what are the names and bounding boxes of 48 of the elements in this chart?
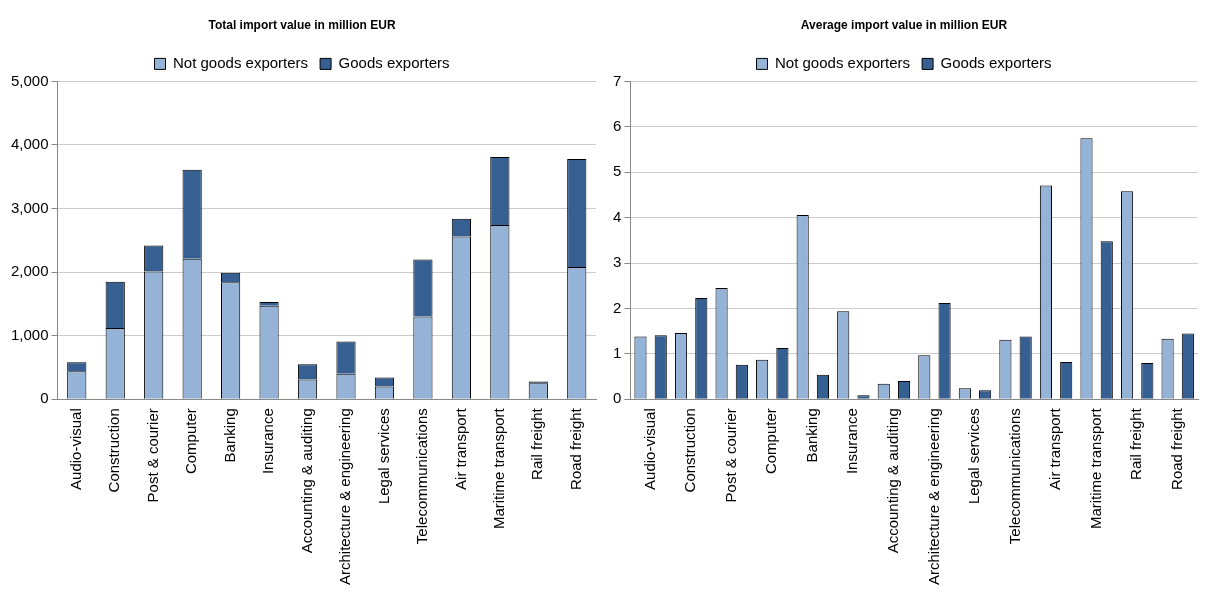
x-tick-label: Air transport [1046,407,1064,490]
x-tick-label: Insurance [259,408,277,475]
x-tick-label: Maritime transport [1086,407,1104,530]
y-tick-label: 5,000 [10,71,49,89]
x-tick-label: Rail freight [528,407,546,480]
x-tick-label: Architecture & engineering [336,408,354,586]
x-tick-label: Telecommunications [1005,408,1023,545]
y-tick-label: 6 [613,116,622,134]
x-tick-label: Road freight [566,407,584,490]
legend-label: Goods exporters [338,54,450,72]
x-tick-label: Accounting & auditing [297,408,315,554]
x-tick-label: Banking [802,408,820,463]
x-tick-label: Computer [182,408,200,475]
x-tick-label: Audio-visual [640,408,658,490]
chart-title: Average import value in million EUR [800,17,1008,32]
y-tick-label: 4 [613,207,622,225]
y-tick-label: 7 [613,71,622,89]
y-tick-label: 3 [613,253,622,271]
x-tick-label: Air transport [451,407,469,490]
y-tick-label: 4,000 [10,135,49,153]
x-tick-label: Post & courier [143,408,161,503]
x-tick-label: Insurance [843,408,861,475]
x-tick-label: Legal services [374,408,392,505]
x-tick-label: Rail freight [1127,407,1145,480]
x-tick-label: Post & courier [721,408,739,503]
legend-label: Goods exporters [940,54,1052,72]
x-tick-label: Construction [105,408,123,493]
x-tick-label: Legal services [965,408,983,505]
chart-title: Total import value in million EUR [208,17,396,32]
x-tick-label: Audio-visual [66,408,84,490]
y-tick-label: 0 [40,389,49,407]
y-tick-label: 2 [613,298,622,316]
legend-label: Not goods exporters [173,54,309,72]
legend-label: Not goods exporters [775,54,911,72]
x-tick-label: Banking [220,408,238,463]
x-tick-label: Computer [762,408,780,475]
x-tick-label: Accounting & auditing [884,408,902,554]
y-tick-label: 2,000 [10,262,49,280]
y-tick-label: 1 [613,343,622,361]
x-tick-label: Construction [681,408,699,493]
x-tick-label: Telecommunications [413,408,431,545]
x-tick-label: Maritime transport [489,407,507,530]
y-tick-label: 5 [613,162,622,180]
x-tick-label: Architecture & engineering [924,408,942,586]
x-tick-label: Road freight [1167,407,1185,490]
y-tick-label: 1,000 [10,325,49,343]
y-tick-label: 0 [613,389,622,407]
y-tick-label: 3,000 [10,198,49,216]
